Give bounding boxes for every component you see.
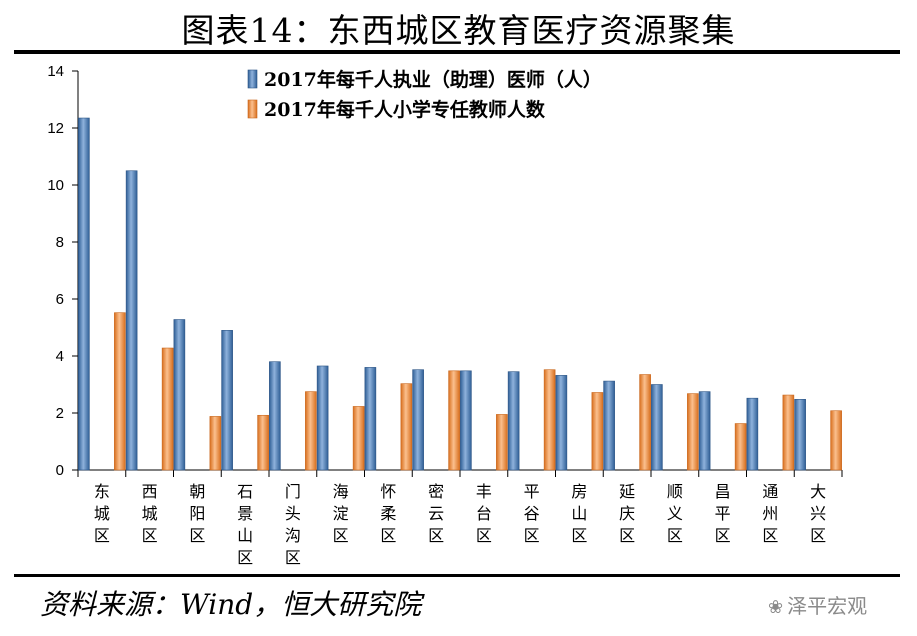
bar-doctors xyxy=(412,369,424,471)
legend-label-doctors: 2017年每千人执业（助理）医师（人） xyxy=(264,68,602,91)
bar-teachers xyxy=(352,406,365,471)
bar-teachers xyxy=(257,414,269,471)
legend-label-teachers: 2017年每千人小学专任教师人数 xyxy=(264,98,546,121)
x-category-label: 石景山区 xyxy=(237,482,253,567)
y-tick-label: 14 xyxy=(47,63,64,80)
bar-teachers xyxy=(830,410,842,471)
bar-doctors xyxy=(221,330,233,471)
bar-doctors xyxy=(746,397,759,471)
source-note: 资料来源：Wind，恒大研究院 xyxy=(40,588,422,621)
bar-doctors xyxy=(173,319,186,471)
x-category-label: 房山区 xyxy=(571,482,587,545)
bar-doctors xyxy=(651,384,663,471)
bar-teachers xyxy=(496,414,508,471)
x-category-label: 西城区 xyxy=(142,482,158,545)
bar-doctors xyxy=(555,375,568,471)
x-category-label: 昌平区 xyxy=(715,482,731,545)
x-category-label: 怀柔区 xyxy=(380,482,396,545)
bar-doctors xyxy=(364,367,377,471)
bar-teachers xyxy=(448,370,460,471)
y-tick-label: 6 xyxy=(56,291,64,308)
bar-teachers xyxy=(400,383,413,471)
top-rule xyxy=(14,50,900,54)
bar-doctors xyxy=(794,399,806,471)
bar-teachers xyxy=(687,393,699,471)
watermark: ❀ 泽平宏观 xyxy=(768,590,867,619)
bar-doctors xyxy=(698,391,711,471)
bar-teachers xyxy=(591,392,604,471)
y-tick-label: 8 xyxy=(56,234,64,251)
bar-teachers xyxy=(734,423,747,471)
bar-teachers xyxy=(114,312,126,471)
x-category-label: 丰台区 xyxy=(476,482,492,545)
bar-teachers xyxy=(305,391,317,471)
bar-doctors xyxy=(603,380,615,471)
bar-doctors xyxy=(316,365,329,471)
bar-teachers xyxy=(161,347,174,471)
wechat-icon: ❀ xyxy=(768,597,784,618)
y-tick-label: 12 xyxy=(47,120,64,137)
figure-title: 图表14：东西城区教育医疗资源聚集 xyxy=(181,11,736,50)
y-tick-label: 0 xyxy=(56,462,64,479)
bar-teachers xyxy=(209,416,222,471)
x-category-label: 东城区 xyxy=(94,482,110,545)
x-category-label: 大兴区 xyxy=(810,482,826,545)
bar-doctors xyxy=(269,361,281,471)
bottom-rule xyxy=(14,574,900,577)
x-category-label: 密云区 xyxy=(428,482,444,545)
bar-doctors xyxy=(507,371,520,471)
bar-teachers xyxy=(639,374,651,471)
x-category-label: 朝阳区 xyxy=(189,482,205,545)
bar-doctors xyxy=(125,170,138,471)
x-category-label: 延庆区 xyxy=(619,482,635,545)
legend-swatch-teachers xyxy=(247,99,258,119)
watermark-text: 泽平宏观 xyxy=(787,594,868,618)
bar-doctors xyxy=(460,370,472,471)
legend-swatch-doctors xyxy=(247,69,258,89)
bar-teachers xyxy=(782,394,795,471)
y-tick-label: 2 xyxy=(56,405,64,422)
x-category-label: 通州区 xyxy=(762,482,778,545)
bar-teachers xyxy=(543,369,556,471)
x-category-label: 平谷区 xyxy=(524,482,540,545)
x-category-label: 顺义区 xyxy=(667,482,683,545)
x-category-label: 门头沟区 xyxy=(285,482,301,567)
y-tick-label: 4 xyxy=(56,348,64,365)
bar-doctors xyxy=(78,117,90,471)
y-tick-label: 10 xyxy=(47,177,64,194)
x-category-label: 海淀区 xyxy=(333,482,349,545)
